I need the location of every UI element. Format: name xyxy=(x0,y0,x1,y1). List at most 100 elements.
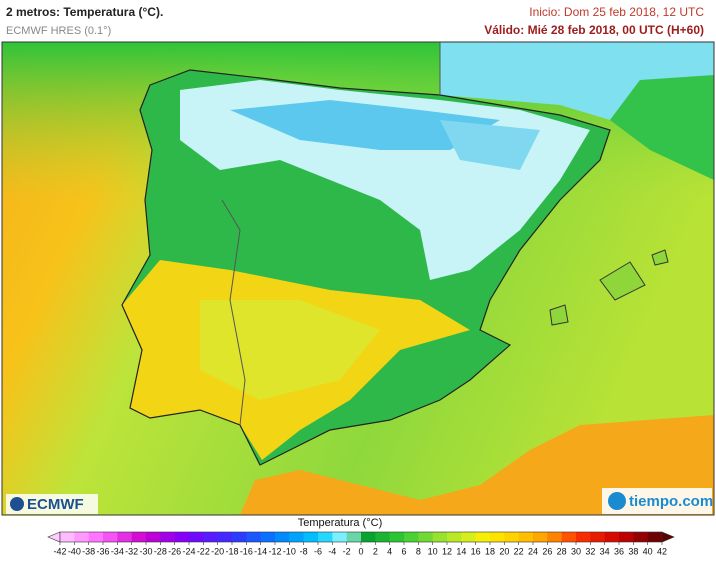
france xyxy=(440,42,714,120)
legend-tick-label: 26 xyxy=(542,546,552,556)
legend-tick-label: -24 xyxy=(182,546,195,556)
central-warm xyxy=(200,300,380,400)
coastline xyxy=(121,69,611,466)
legend-tick-label: 14 xyxy=(456,546,466,556)
legend-swatch xyxy=(203,532,218,542)
logo-bg xyxy=(6,494,98,514)
legend-tick-label: -28 xyxy=(154,546,167,556)
logo-icon xyxy=(608,492,626,510)
legend-tick-label: -2 xyxy=(343,546,351,556)
legend-swatch xyxy=(232,532,247,542)
legend-tick-label: -10 xyxy=(283,546,296,556)
legend-title: Temperatura (°C) xyxy=(298,517,382,529)
legend-swatch xyxy=(461,532,476,542)
legend-tick-label: 8 xyxy=(416,546,421,556)
legend-swatch xyxy=(404,532,419,542)
init-time: Inicio: Dom 25 feb 2018, 12 UTC xyxy=(529,5,704,19)
logo-icon xyxy=(10,497,24,511)
legend-tick-label: -16 xyxy=(240,546,253,556)
map xyxy=(2,42,714,515)
logo-text: tiempo.com xyxy=(629,493,713,510)
legend-swatch xyxy=(318,532,333,542)
legend-swatch xyxy=(346,532,362,542)
legend-swatch xyxy=(490,532,505,542)
legend-swatch xyxy=(504,532,519,542)
legend-tick-label: 34 xyxy=(600,546,610,556)
legend-swatch xyxy=(432,532,448,542)
legend-tick-label: 32 xyxy=(585,546,595,556)
model: ECMWF HRES (0.1°) xyxy=(6,25,111,37)
legend-swatch xyxy=(88,532,104,542)
borders xyxy=(221,42,441,426)
legend-swatch xyxy=(447,532,462,542)
legend-arrow-low xyxy=(47,531,61,543)
legend-tick-label: -8 xyxy=(300,546,308,556)
legend-swatch xyxy=(217,532,233,542)
legend-tick-label: 16 xyxy=(471,546,481,556)
title: 2 metros: Temperatura (°C). xyxy=(6,5,163,19)
legend-swatch xyxy=(131,532,147,542)
legend-swatch xyxy=(576,532,591,542)
north-very-cold xyxy=(230,100,500,150)
legend-tick-label: 6 xyxy=(401,546,406,556)
legend-tick-label: 20 xyxy=(499,546,509,556)
legend-tick-label: -14 xyxy=(254,546,267,556)
legend-tick-label: 18 xyxy=(485,546,495,556)
legend-swatch xyxy=(103,532,118,542)
legend-tick-label: -20 xyxy=(211,546,224,556)
legend-tick-label: -6 xyxy=(314,546,322,556)
legend-swatch xyxy=(619,532,634,542)
legend-swatch xyxy=(189,532,204,542)
legend-swatch xyxy=(289,532,304,542)
legend-tick-label: 0 xyxy=(358,546,363,556)
legend-tick-label: -30 xyxy=(139,546,152,556)
legend-swatch xyxy=(375,532,390,542)
legend-tick-label: 40 xyxy=(643,546,653,556)
logo-text: ECMWF xyxy=(27,496,84,513)
legend-tick-label: -12 xyxy=(268,546,281,556)
legend-swatch xyxy=(647,532,663,542)
valid-time: Válido: Mié 28 feb 2018, 00 UTC (H+60) xyxy=(484,23,704,37)
map-frame xyxy=(1,41,715,516)
legend-tick-label: 36 xyxy=(614,546,624,556)
legend-swatch xyxy=(174,532,190,542)
legend-swatch xyxy=(590,532,605,542)
legend-tick-label: 22 xyxy=(514,546,524,556)
legend-swatch xyxy=(260,532,276,542)
legend-swatch xyxy=(246,532,261,542)
legend-swatch xyxy=(418,532,433,542)
france-south xyxy=(610,75,714,180)
legend-swatch xyxy=(146,532,161,542)
legend-swatch xyxy=(389,532,405,542)
legend-tick-label: -4 xyxy=(328,546,336,556)
legend-swatch xyxy=(518,532,534,542)
legend-tick-label: 2 xyxy=(373,546,378,556)
legend: -42 -40 -38 -36 -34 -32 -30 -28 -26 -24 -22 -20 -18-… xyxy=(47,531,675,556)
pyrenees-cold xyxy=(440,120,540,170)
legend-swatch xyxy=(275,532,290,542)
legend-tick-label: 28 xyxy=(557,546,567,556)
legend-tick-label: 38 xyxy=(628,546,638,556)
legend-swatch xyxy=(475,532,491,542)
legend-tick-label: 12 xyxy=(442,546,452,556)
legend-swatch xyxy=(604,532,620,542)
ecmwf-logo: ECMWF xyxy=(6,494,98,514)
legend-tick-label: -26 xyxy=(168,546,181,556)
legend-swatch xyxy=(361,532,376,542)
legend-swatch xyxy=(160,532,175,542)
legend-tick-label: 42 xyxy=(657,546,667,556)
legend-swatch xyxy=(533,532,548,542)
balearics xyxy=(549,249,669,326)
legend-swatch xyxy=(117,532,132,542)
legend-swatch xyxy=(303,532,319,542)
legend-swatch xyxy=(547,532,562,542)
legend-tick-label: -42 xyxy=(53,546,66,556)
legend-tick-label: 24 xyxy=(528,546,538,556)
legend-swatch xyxy=(561,532,577,542)
legend-tick-label: -40 xyxy=(68,546,81,556)
legend-tick-label: -38 xyxy=(82,546,95,556)
legend-tick-label: 4 xyxy=(387,546,392,556)
africa xyxy=(240,415,714,515)
tiempo-logo: tiempo.com xyxy=(602,488,713,514)
